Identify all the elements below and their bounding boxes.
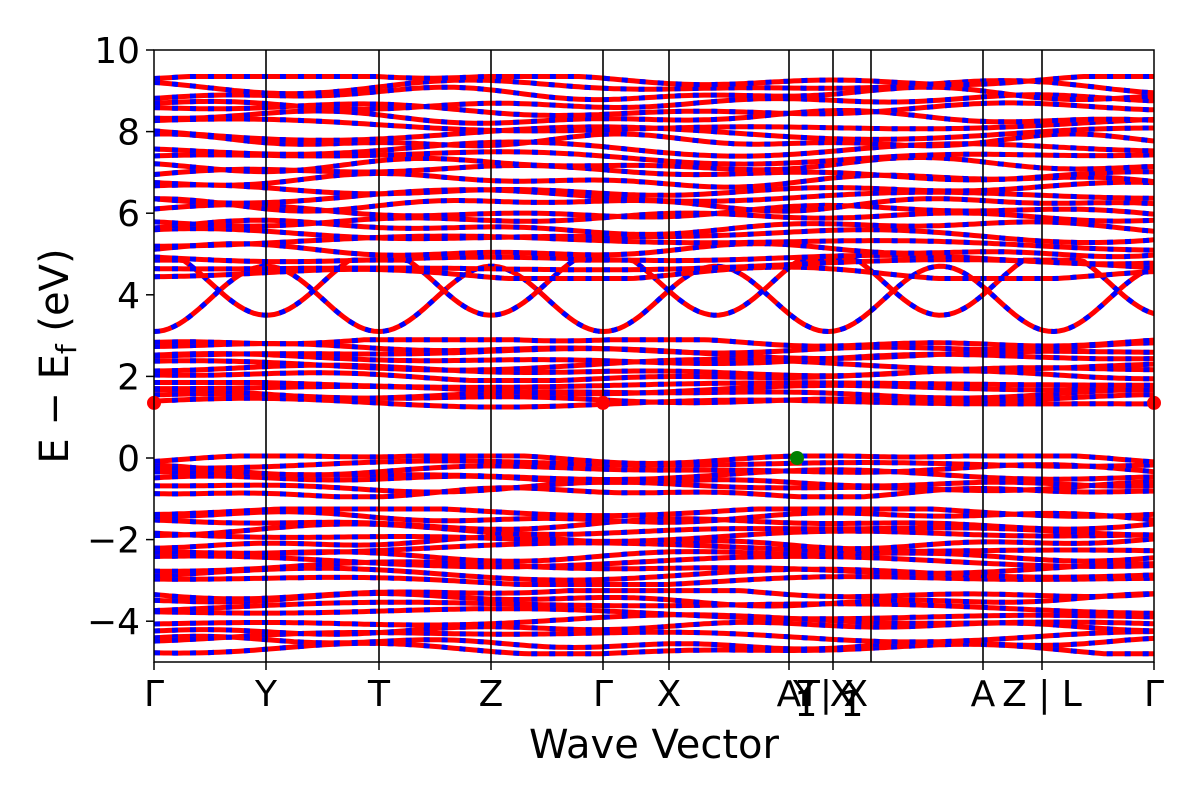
x-tick-label: Y xyxy=(792,674,816,715)
band-edge-markers xyxy=(147,395,1161,465)
band-line-down xyxy=(154,356,1154,373)
band-line-down xyxy=(154,92,1154,112)
x-tick-subscript: 1 xyxy=(841,684,864,725)
band-line-down xyxy=(154,534,1154,552)
band-line-down xyxy=(154,473,1154,489)
band-line-down xyxy=(154,619,1154,637)
x-tick-label: Z xyxy=(479,674,504,715)
x-tick-label: Z | L xyxy=(1002,674,1082,715)
band-line-down xyxy=(154,509,1154,525)
x-tick-label: T| X xyxy=(797,674,868,715)
band-line-down xyxy=(154,565,1154,583)
band-line-down xyxy=(154,77,1154,97)
band-lines xyxy=(154,74,1154,657)
band-line-down xyxy=(154,588,1154,602)
band-line-down xyxy=(154,74,1154,88)
band-line-down xyxy=(154,163,1154,183)
band-line-down xyxy=(154,516,1154,532)
band-line-down xyxy=(154,458,1154,471)
x-tick-subscript: 1 xyxy=(795,684,818,725)
band-line-down xyxy=(154,606,1154,622)
x-tick-label: Y xyxy=(254,674,278,715)
band-line-down xyxy=(154,387,1154,401)
band-line-down xyxy=(154,154,1154,175)
band-line-down xyxy=(154,252,1154,267)
band-line-down xyxy=(154,462,1154,478)
band-line-down xyxy=(154,540,1154,556)
band-line-down xyxy=(154,612,1154,628)
y-tick-label: 0 xyxy=(117,439,140,480)
band-line-down xyxy=(154,100,1154,118)
band-line-down xyxy=(154,196,1154,214)
band-line-down xyxy=(154,346,1154,361)
band-line-down xyxy=(154,351,1154,366)
band-line-down xyxy=(154,395,1154,410)
x-tick-label: X xyxy=(657,674,682,715)
band-line-down xyxy=(154,131,1154,149)
band-line-down xyxy=(154,233,1154,253)
y-axis-title-unit: (eV) xyxy=(32,248,78,344)
y-axis-title: E − Ef (eV) xyxy=(32,248,83,463)
band-line-down xyxy=(154,574,1154,587)
y-axis-ticks: 10 8 6 4 2 0 −2 −4 xyxy=(87,31,154,643)
y-tick-label: −4 xyxy=(87,602,140,643)
band-line-down xyxy=(154,553,1154,570)
band-line-down xyxy=(154,559,1154,576)
x-tick-label: X xyxy=(830,674,855,715)
high-symmetry-lines xyxy=(265,50,1043,662)
band-line-down xyxy=(154,84,1154,103)
y-tick-label: 10 xyxy=(94,31,140,72)
band-line-down xyxy=(154,337,1154,349)
band-line-down xyxy=(154,485,1154,500)
band-line-down xyxy=(154,171,1154,190)
x-tick-label: T xyxy=(367,674,391,715)
y-tick-label: 8 xyxy=(117,113,140,154)
band-line-down xyxy=(154,380,1154,390)
band-line-down xyxy=(154,116,1154,134)
band-line-down xyxy=(154,179,1154,198)
band-line-down xyxy=(154,108,1154,126)
band-line-down xyxy=(154,139,1154,159)
band-line-down xyxy=(154,506,1154,519)
band-line-down xyxy=(154,633,1154,652)
y-tick-label: 4 xyxy=(117,276,140,317)
vbm-marker xyxy=(790,451,804,465)
band-line-down xyxy=(154,453,1154,466)
y-tick-label: −2 xyxy=(87,521,140,562)
cbm-marker xyxy=(596,395,610,410)
y-tick-label: 6 xyxy=(117,194,140,235)
plot-frame xyxy=(153,49,1155,663)
x-axis-title: Wave Vector xyxy=(529,722,780,768)
band-line-down xyxy=(154,210,1154,229)
band-line-down xyxy=(154,479,1154,495)
band-line-down xyxy=(154,241,1154,260)
x-tick-label: Γ xyxy=(144,674,164,715)
y-axis-title-sub: f xyxy=(50,343,83,354)
band-line-down xyxy=(154,124,1154,143)
x-tick-label: Γ xyxy=(1144,674,1164,715)
band-line-down xyxy=(154,599,1154,616)
band-line-down xyxy=(154,226,1154,245)
band-line-down xyxy=(154,528,1154,544)
y-tick-label: 2 xyxy=(117,357,140,398)
band-line-down xyxy=(154,187,1154,206)
x-tick-label: A xyxy=(777,674,802,715)
y-axis-title-main: E − E xyxy=(32,354,78,464)
x-tick-label: A xyxy=(971,674,996,715)
x-tick-label: Γ xyxy=(593,674,613,715)
